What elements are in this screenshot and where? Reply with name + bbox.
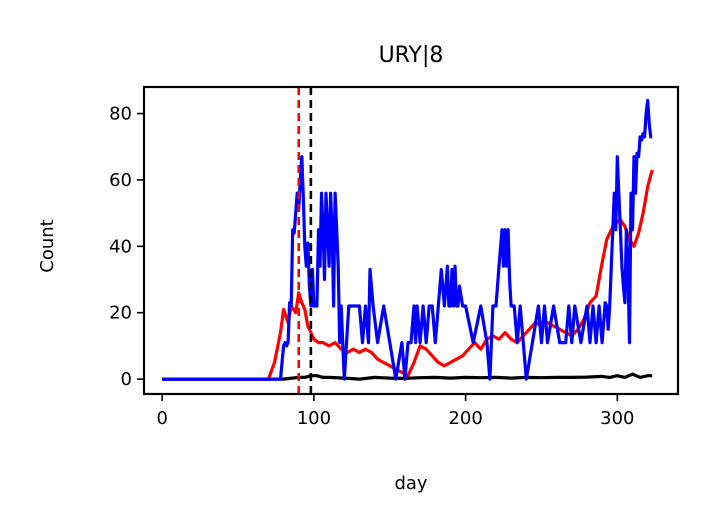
y-tick-label: 60 — [109, 170, 132, 191]
chart-title: URY|8 — [379, 43, 444, 68]
x-tick-label: 100 — [297, 408, 331, 429]
y-tick-label: 40 — [109, 236, 132, 257]
plot-frame — [142, 85, 680, 396]
y-tick-label: 20 — [109, 303, 132, 324]
y-axis: 0 20 40 60 80 — [109, 104, 144, 390]
x-tick-label: 300 — [600, 408, 634, 429]
x-axis-label: day — [394, 473, 427, 494]
y-axis-label: Count — [37, 219, 58, 272]
y-tick-label: 80 — [109, 104, 132, 125]
x-tick-label: 0 — [156, 408, 167, 429]
x-tick-label: 200 — [448, 408, 482, 429]
series-line-3 — [162, 98, 653, 381]
y-tick-label: 0 — [121, 369, 132, 390]
x-axis: 0 100 200 300 — [156, 394, 634, 429]
series-line-1 — [162, 169, 654, 381]
series-line-2 — [162, 372, 653, 381]
plot-area — [162, 87, 654, 394]
